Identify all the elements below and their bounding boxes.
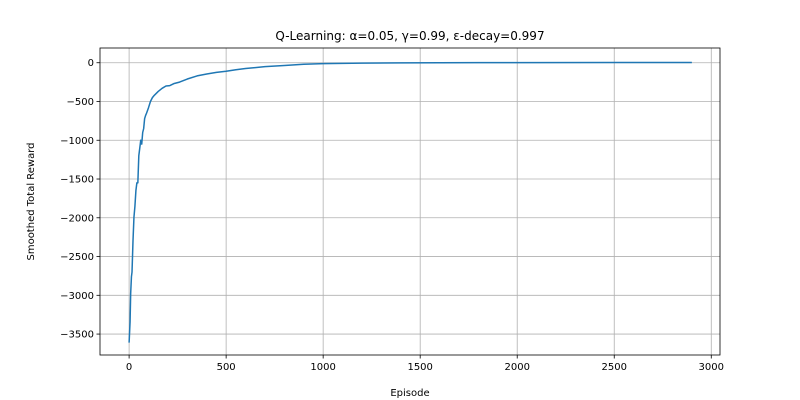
y-tick-label: −2000 [60,213,94,224]
y-tick-label: −1500 [60,175,94,186]
x-axis-ticks: 0 500 1000 1500 2000 2500 3000 [126,355,724,373]
grid-layer [100,48,720,355]
y-tick-label: −3000 [60,291,94,302]
y-axis-ticks: 0 −500 −1000 −1500 −2000 −2500 −3000 −3500 [60,58,100,341]
x-axis-label: Episode [390,388,429,399]
y-tick-label: −2500 [60,252,94,263]
y-tick-label: −3500 [60,330,94,341]
x-tick-label: 1500 [407,362,432,373]
series-layer [128,61,692,343]
x-tick-label: 3000 [699,362,724,373]
x-tick-label: 2500 [602,362,627,373]
x-tick-label: 0 [126,362,132,373]
y-axis-label: Smoothed Total Reward [26,142,37,260]
y-tick-label: −500 [67,97,94,108]
x-tick-label: 1000 [310,362,335,373]
series-line [128,61,692,343]
plot-frame [99,47,721,356]
x-tick-label: 500 [217,362,236,373]
x-tick-label: 2000 [504,362,529,373]
chart-title: Q-Learning: α=0.05, γ=0.99, ε-decay=0.99… [275,29,544,43]
y-tick-label: −1000 [60,136,94,147]
y-tick-label: 0 [88,58,94,69]
